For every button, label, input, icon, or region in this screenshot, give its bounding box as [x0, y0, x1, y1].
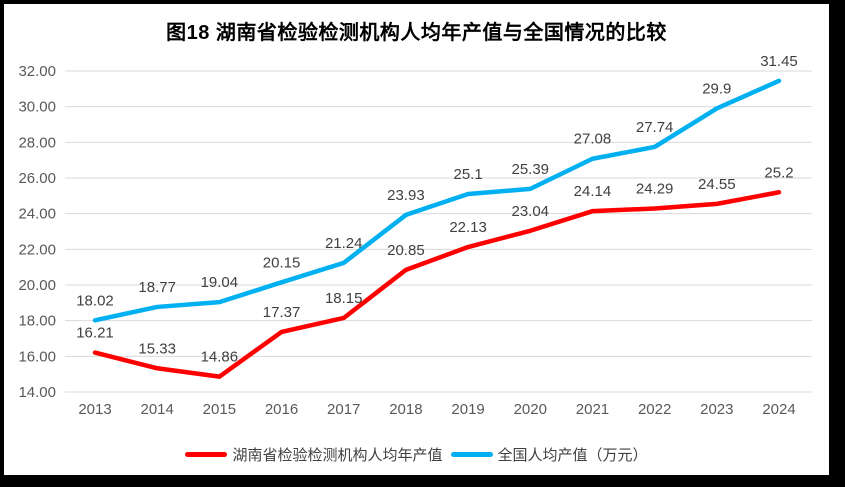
data-label-hunan: 20.85 [387, 242, 425, 259]
y-tick-label: 32.00 [18, 63, 56, 80]
x-tick-label: 2015 [203, 401, 236, 418]
legend-label-hunan: 湖南省检验检测机构人均年产值 [232, 447, 443, 464]
x-tick-label: 2014 [140, 401, 173, 418]
y-tick-label: 28.00 [18, 134, 56, 151]
data-label-national: 25.1 [453, 166, 482, 183]
x-tick-label: 2016 [265, 401, 298, 418]
data-label-hunan: 23.04 [511, 203, 549, 220]
y-tick-label: 26.00 [18, 170, 56, 187]
data-label-national: 23.93 [387, 187, 425, 204]
data-label-hunan: 14.86 [201, 349, 239, 366]
y-tick-label: 18.00 [18, 313, 56, 330]
data-label-national: 27.08 [574, 131, 612, 148]
legend-label-national: 全国人均产值（万元） [497, 447, 648, 464]
legend-item-national: 全国人均产值（万元） [450, 444, 648, 465]
data-label-hunan: 18.15 [325, 290, 363, 307]
x-tick-label: 2024 [762, 401, 795, 418]
data-label-national: 18.02 [76, 292, 114, 309]
line-chart-plot: 14.00 16.00 18.00 20.00 22.00 24.00 26.00 28.00… [18, 53, 812, 418]
legend: 湖南省检验检测机构人均年产值 全国人均产值（万元） [4, 444, 829, 465]
legend-line-swatch-hunan [185, 452, 228, 457]
data-label-national: 18.77 [138, 279, 176, 296]
data-label-national: 31.45 [760, 53, 798, 70]
data-label-hunan: 24.55 [698, 176, 736, 193]
x-tick-label: 2019 [451, 401, 484, 418]
data-label-national: 21.24 [325, 235, 363, 252]
data-label-hunan: 24.14 [574, 183, 612, 200]
data-label-hunan: 22.13 [449, 219, 487, 236]
y-tick-label: 16.00 [18, 348, 56, 365]
data-label-hunan: 15.33 [138, 340, 176, 357]
data-label-national: 27.74 [636, 119, 674, 136]
x-tick-label: 2022 [638, 401, 671, 418]
series-line-national [92, 78, 782, 323]
y-tick-label: 30.00 [18, 99, 56, 116]
x-tick-label: 2017 [327, 401, 360, 418]
chart-title: 图18 湖南省检验检测机构人均年产值与全国情况的比较 [166, 22, 667, 44]
y-tick-label: 22.00 [18, 241, 56, 258]
data-label-national: 29.9 [702, 80, 731, 97]
y-tick-label: 14.00 [18, 384, 56, 401]
x-tick-label: 2021 [576, 401, 609, 418]
data-label-hunan: 24.29 [636, 180, 674, 197]
data-label-hunan: 17.37 [263, 304, 301, 321]
x-tick-label: 2018 [389, 401, 422, 418]
data-label-hunan: 25.2 [764, 164, 793, 181]
data-label-national: 20.15 [263, 254, 301, 271]
y-tick-label: 20.00 [18, 277, 56, 294]
legend-line-swatch-national [450, 452, 493, 457]
data-label-national: 19.04 [201, 274, 239, 291]
data-label-national: 25.39 [511, 161, 549, 178]
y-tick-label: 24.00 [18, 206, 56, 223]
data-label-hunan: 16.21 [76, 325, 114, 342]
series-line-hunan [92, 190, 782, 379]
x-tick-label: 2023 [700, 401, 733, 418]
x-tick-label: 2020 [514, 401, 547, 418]
legend-item-hunan: 湖南省检验检测机构人均年产值 [185, 444, 443, 465]
x-tick-label: 2013 [78, 401, 111, 418]
